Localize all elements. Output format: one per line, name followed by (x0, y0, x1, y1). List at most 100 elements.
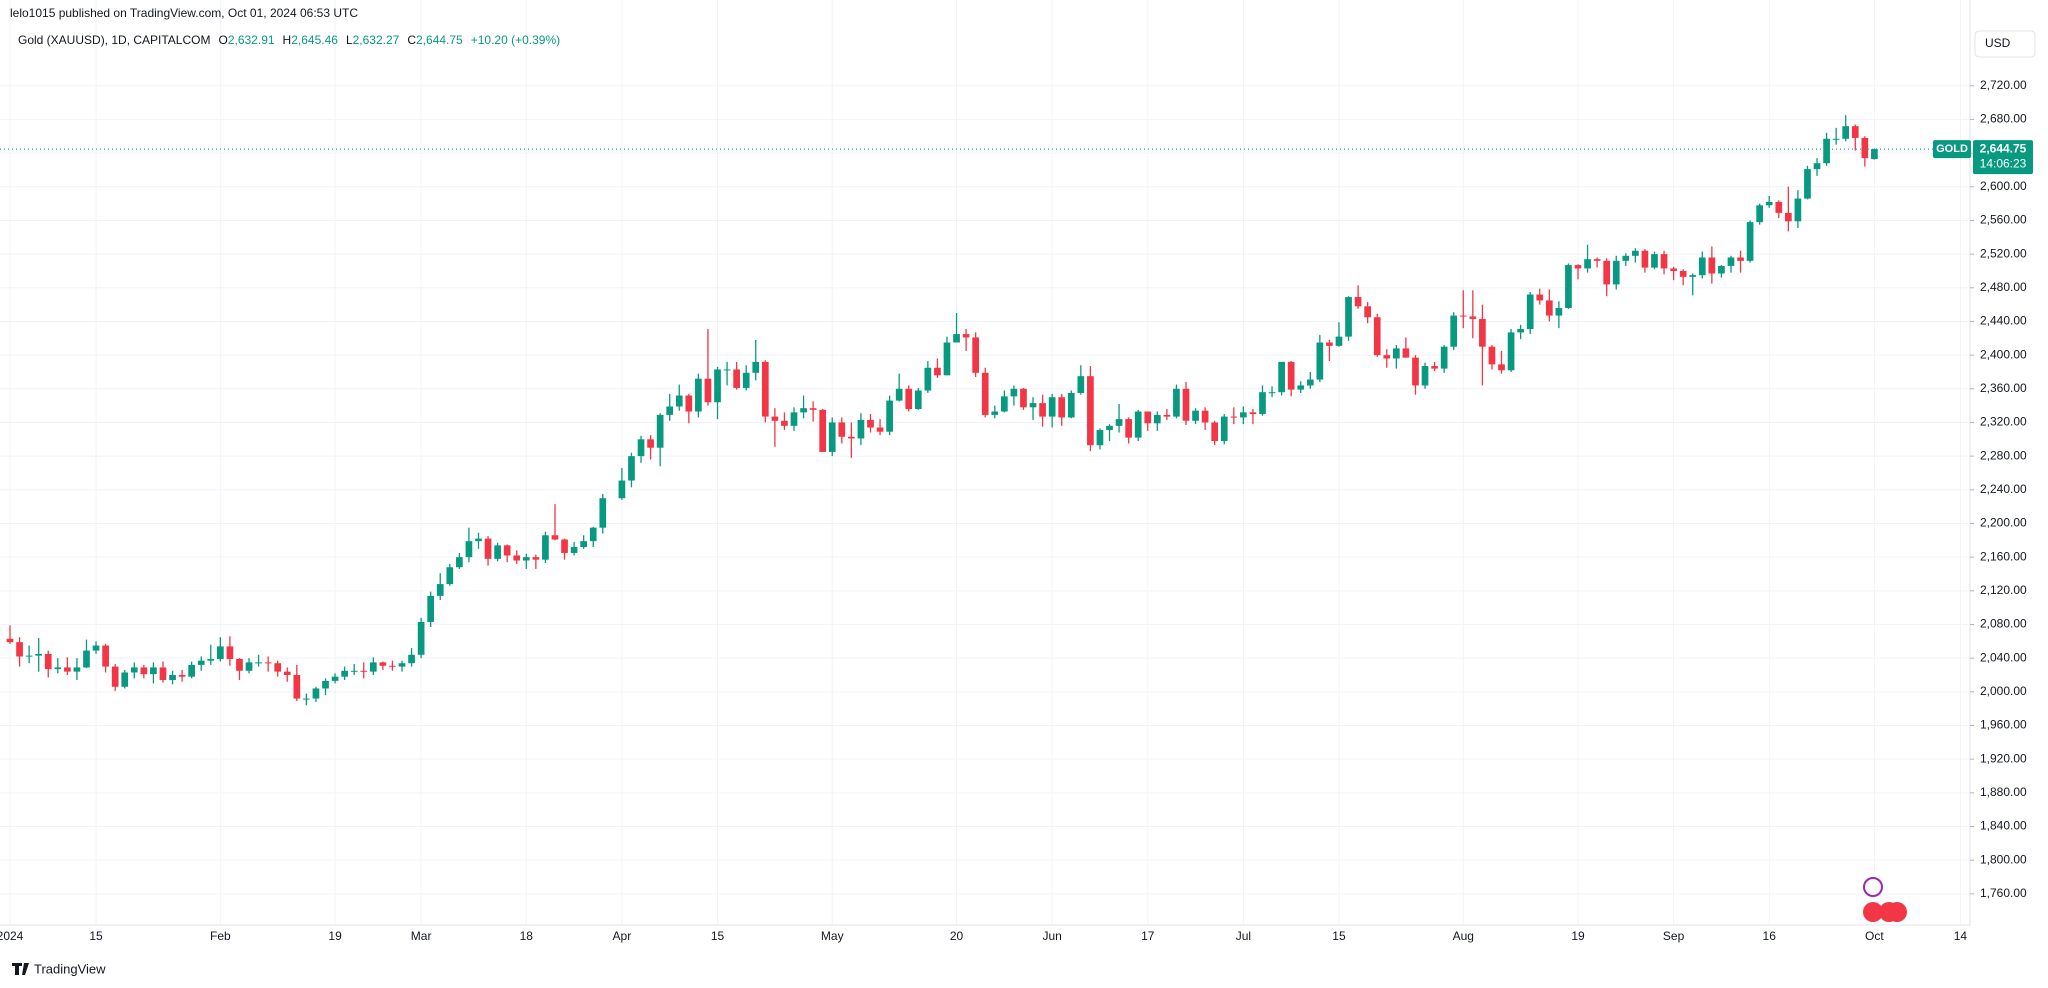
candle-body (379, 662, 387, 666)
candle-body (236, 659, 243, 671)
candle-body (1201, 410, 1209, 423)
candle-body (1383, 355, 1391, 359)
y-tick-label: 2,040.00 (1980, 650, 2027, 664)
candle-body (886, 400, 893, 432)
candle-body (25, 655, 33, 657)
x-tick-label: 20 (950, 929, 964, 943)
candle-body (130, 667, 138, 673)
x-tick-label: 14 (1954, 929, 1968, 943)
candle-body (350, 670, 358, 672)
candle-body (589, 527, 597, 542)
candle-body (628, 456, 635, 481)
candle-body (1498, 364, 1505, 371)
y-tick-label: 2,440.00 (1980, 314, 2027, 328)
candle-body (1517, 329, 1524, 333)
y-tick-label: 1,920.00 (1980, 751, 2027, 765)
candle-body (752, 361, 760, 373)
candle-body (389, 665, 396, 667)
event-icon[interactable] (1863, 902, 1883, 922)
candle-body (207, 659, 215, 661)
x-tick-label: 19 (328, 929, 342, 943)
candle-body (1775, 201, 1783, 213)
candle-body (1230, 416, 1238, 418)
candle-body (561, 539, 568, 553)
candle-body (723, 369, 731, 371)
legend-low-key: L (346, 33, 353, 47)
candle-body (1392, 348, 1400, 359)
candle-body (618, 480, 626, 499)
candle-body (1698, 257, 1706, 276)
candle-body (1220, 416, 1228, 441)
currency[interactable]: USD (1985, 36, 2011, 50)
candle-body (1364, 306, 1372, 318)
candle-body (1584, 259, 1591, 269)
candle-body (1211, 422, 1219, 441)
candle-body (675, 395, 683, 407)
candle-body (1842, 126, 1850, 139)
candle-body (111, 666, 119, 687)
candle-body (64, 667, 71, 672)
y-tick-label: 2,520.00 (1980, 246, 2027, 260)
candle-body (666, 406, 674, 415)
y-tick-label: 1,960.00 (1980, 718, 2027, 732)
candle-body (150, 667, 157, 675)
y-tick-label: 2,720.00 (1980, 78, 2027, 92)
x-tick-label: Jul (1236, 929, 1251, 943)
legend-high: 2,645.46 (291, 33, 338, 47)
candle-body (1125, 419, 1132, 438)
candle-body (1249, 412, 1257, 415)
x-tick-label: Mar (411, 929, 432, 943)
candle-body (264, 662, 272, 664)
candle-body (369, 662, 377, 672)
candle-body (513, 555, 521, 561)
candle-body (1421, 366, 1429, 386)
legend-symbol: Gold (XAUUSD), 1D, CAPITALCOM (18, 33, 210, 47)
candle-body (293, 674, 301, 699)
candle-body (1851, 126, 1859, 138)
candle-body (1536, 294, 1544, 301)
candle-body (16, 642, 23, 657)
candle-body (1240, 412, 1247, 418)
candle-body (580, 541, 588, 548)
candle-body (761, 361, 769, 417)
event-icon[interactable] (1863, 877, 1883, 897)
candle-body (1861, 137, 1869, 159)
candle-body (465, 541, 473, 558)
x-tick-label: 17 (1141, 929, 1155, 943)
candle-body (1182, 388, 1190, 421)
candle-body (54, 667, 62, 670)
candle-body (1278, 361, 1285, 393)
candle-body (532, 557, 540, 560)
legend-low: 2,632.27 (353, 33, 400, 47)
candle-body (857, 419, 865, 439)
y-tick-label: 2,080.00 (1980, 617, 2027, 631)
legend-close-key: C (407, 33, 416, 47)
candle-body (1823, 138, 1830, 164)
candle-body (542, 535, 549, 560)
candle-body (436, 584, 444, 596)
candle-body (140, 667, 148, 675)
candle-body (895, 388, 903, 401)
legend-open-key: O (218, 33, 227, 47)
candle-body (695, 378, 702, 412)
candle-body (322, 680, 329, 689)
x-tick-label: 18 (520, 929, 534, 943)
candle-body (637, 439, 645, 457)
candle-body (1737, 257, 1744, 261)
candle-body (1555, 307, 1563, 316)
candle-body (1412, 357, 1419, 386)
candle-body (914, 390, 922, 410)
candle-body (197, 660, 205, 665)
y-tick-label: 2,480.00 (1980, 280, 2027, 294)
candle-body (188, 664, 196, 677)
candle-body (1297, 385, 1305, 390)
candle-body (867, 419, 874, 428)
candle-body (456, 557, 463, 568)
candle-body (1718, 265, 1725, 274)
currency-box[interactable] (1974, 30, 2036, 58)
candle-body (1316, 342, 1324, 380)
event-icon[interactable] (1887, 902, 1907, 922)
candles (6, 115, 1878, 706)
